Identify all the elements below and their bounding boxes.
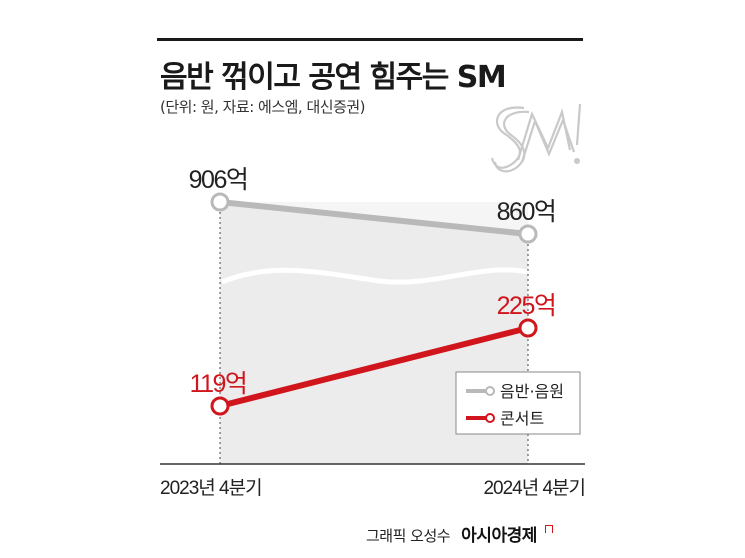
- series-1-value-label-2: 860억: [497, 198, 556, 226]
- series-1-value-label-1: 906억: [189, 166, 248, 194]
- x-tick-label-2: 2024년 4분기: [483, 477, 585, 499]
- legend: 음반·음원 콘서트: [455, 371, 581, 435]
- legend-gray-marker: [485, 386, 495, 396]
- x-tick-label-1: 2023년 4분기: [160, 477, 262, 499]
- title-rule: [157, 38, 583, 41]
- series-2-value-label-2: 225억: [497, 292, 556, 320]
- series-2-value-label-1: 119억: [190, 370, 247, 398]
- series-1-point-2: [518, 224, 538, 244]
- red-series-line: [217, 325, 531, 409]
- legend-red-marker: [485, 413, 495, 423]
- legend-box: [455, 371, 581, 435]
- gray-series-area: [220, 202, 528, 464]
- sm-logo-icon: [490, 103, 582, 173]
- gray-series-line: [217, 199, 531, 237]
- series-2-point-1: [210, 396, 230, 416]
- legend-label-red: 콘서트: [500, 409, 544, 428]
- credit-line: 그래픽 오성수 아시아경제: [366, 521, 553, 546]
- axis-break-curve: [221, 267, 529, 285]
- chart-subtitle: (단위: 원, 자료: 에스엠, 대신증권): [160, 98, 366, 116]
- series-1-point-1: [210, 192, 230, 212]
- legend-label-gray: 음반·음원: [500, 382, 564, 401]
- series-2-point-2: [518, 318, 538, 338]
- credit-graphic-by: 그래픽 오성수: [366, 527, 451, 545]
- brand-mark-icon: [544, 525, 553, 533]
- chart-title: 음반 꺾이고 공연 힘주는 SM: [160, 60, 507, 95]
- credit-brand: 아시아경제: [461, 526, 537, 546]
